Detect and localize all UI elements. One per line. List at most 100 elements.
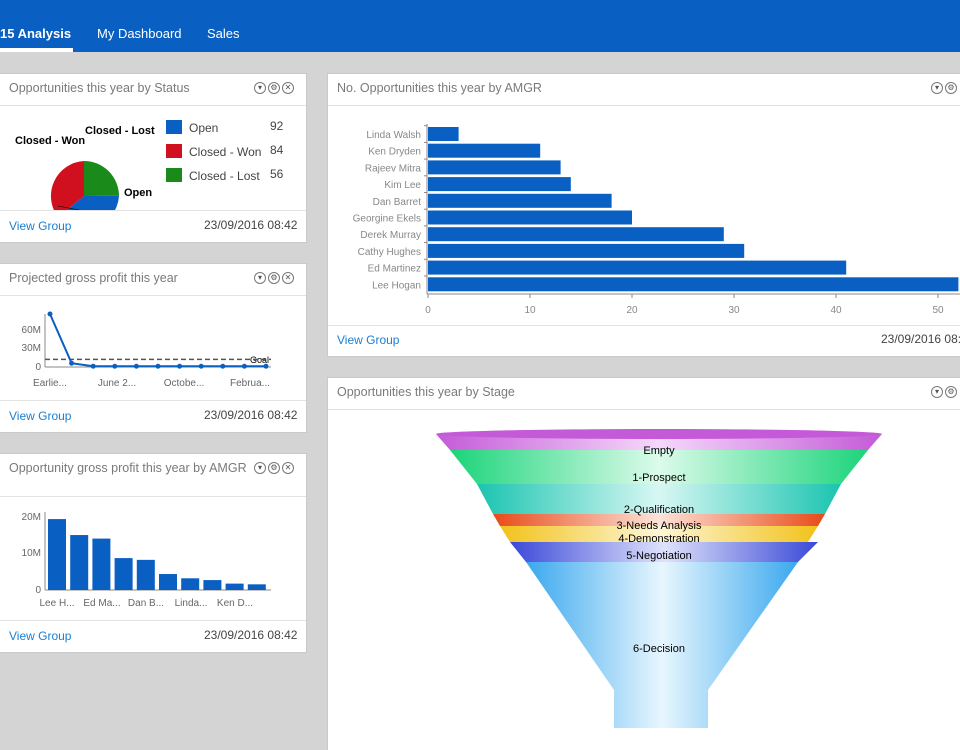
pie-slice-won[interactable] [50,161,84,210]
amgr-count-panel: No. Opportunities this year by AMGR ▾ ⚙ … [327,73,960,357]
y-tick-label: 0 [35,362,41,373]
y-tick-label: 60M [22,325,41,336]
legend-label-lost: Closed - Lost [189,169,260,183]
x-tick-label: Februa... [230,378,270,389]
data-point [47,311,53,317]
bar [428,193,612,208]
y-tick-label: Linda Walsh [366,130,421,141]
divider [328,105,960,106]
funnel-segment-negotiation[interactable] [510,542,818,562]
close-icon[interactable]: ✕ [282,462,294,474]
funnel-segment-decision[interactable] [526,562,798,728]
pie-slice-open[interactable] [58,195,119,210]
divider [0,105,306,106]
y-tick-label: Kim Lee [384,180,421,191]
view-group-link[interactable]: View Group [9,409,72,423]
y-tick-label: Georgine Ekels [353,214,421,225]
y-tick-label: Lee Hogan [372,280,421,291]
panel-controls: ▾ ⚙ ✕ [254,82,294,94]
funnel-segment-demonstration[interactable] [500,526,818,542]
collapse-icon[interactable]: ▾ [254,462,266,474]
data-point [198,363,204,369]
legend-value-lost: 56 [270,167,284,181]
tab-sales[interactable]: Sales [207,26,240,41]
projected-profit-line-chart: 60M 30M 0 Earlie... June 2... Octobe... … [22,311,271,389]
view-group-link[interactable]: View Group [9,629,72,643]
y-tick-label: 0 [35,585,41,596]
divider [0,295,306,296]
stage-funnel-chart: Empty 1-Prospect 2-Qualification 3-Needs… [436,429,882,728]
bar [48,519,66,590]
bar [428,227,724,242]
bar [159,574,177,590]
status-panel: Opportunities this year by Status ▾ ⚙ ✕ … [0,73,307,243]
data-point [112,363,118,369]
panel-title: Opportunities this year by Status [9,81,190,95]
divider [0,400,306,401]
collapse-icon[interactable]: ▾ [254,82,266,94]
collapse-icon[interactable]: ▾ [931,82,943,94]
pie-slice-lost[interactable] [84,161,119,196]
close-icon[interactable]: ✕ [282,82,294,94]
pie-label-won: Closed - Won [15,135,85,147]
settings-icon[interactable]: ⚙ [268,462,280,474]
close-icon[interactable]: ✕ [282,272,294,284]
tab-my-dashboard[interactable]: My Dashboard [97,26,182,41]
bar [428,127,459,141]
x-tick-label: 10 [524,305,536,316]
y-tick-label: Rajeev Mitra [365,163,422,174]
stage-label-decision: 6-Decision [633,643,685,655]
stage-label-negotiation: 5-Negotiation [626,550,691,562]
legend-swatch-lost [166,168,182,182]
data-point [155,363,161,369]
stage-panel: Opportunities this year by Stage ▾ ⚙ Emp… [327,377,960,750]
panel-controls: ▾ ⚙ [931,82,957,94]
pie-leader-won [57,205,81,210]
settings-icon[interactable]: ⚙ [268,82,280,94]
view-group-link[interactable]: View Group [9,219,72,233]
divider [0,620,306,621]
goal-label: Goal [250,355,269,365]
timestamp: 23/09/2016 08:42 [204,408,298,422]
stage-label-needs-analysis: 3-Needs Analysis [617,520,702,532]
bar [70,535,89,590]
x-tick-label: 30 [728,305,740,316]
x-tick-label: Linda... [175,598,208,609]
funnel-segment-qualification[interactable] [477,484,841,514]
settings-icon[interactable]: ⚙ [268,272,280,284]
bar [428,177,571,192]
legend-label-won: Closed - Won [189,145,262,159]
x-tick-label: 0 [425,305,431,316]
settings-icon[interactable]: ⚙ [945,386,957,398]
view-group-link[interactable]: View Group [337,333,400,347]
pie-label-open: Open [124,187,152,199]
bar [428,160,561,175]
pie-label-lost: Closed - Lost [85,125,155,137]
collapse-icon[interactable]: ▾ [254,272,266,284]
stage-label-prospect: 1-Prospect [632,472,685,484]
x-tick-label: Earlie... [33,378,67,389]
y-tick-label: Derek Murray [360,230,421,241]
active-tab-indicator [0,48,73,52]
legend-label-open: Open [189,121,219,135]
data-point [133,363,139,369]
collapse-icon[interactable]: ▾ [931,386,943,398]
settings-icon[interactable]: ⚙ [945,82,957,94]
x-tick-label: Ken D... [217,598,253,609]
panel-title: No. Opportunities this year by AMGR [337,81,542,95]
funnel-segment-needs-analysis[interactable] [493,514,825,526]
y-tick-label: 30M [22,343,41,354]
funnel-segment-prospect[interactable] [450,450,868,484]
x-tick-label: 40 [830,305,842,316]
data-point [69,360,75,366]
panel-title: Opportunities this year by Stage [337,385,515,399]
bar [247,584,266,590]
tab-analysis[interactable]: 15 Analysis [0,26,72,41]
bar [428,277,959,292]
divider [0,496,306,497]
status-pie-chart: Closed - Won Closed - Lost Open [15,125,155,210]
bar [225,583,244,590]
series-line [49,313,266,368]
amgr-profit-panel: Opportunity gross profit this year by AM… [0,453,307,653]
bar [114,558,133,590]
